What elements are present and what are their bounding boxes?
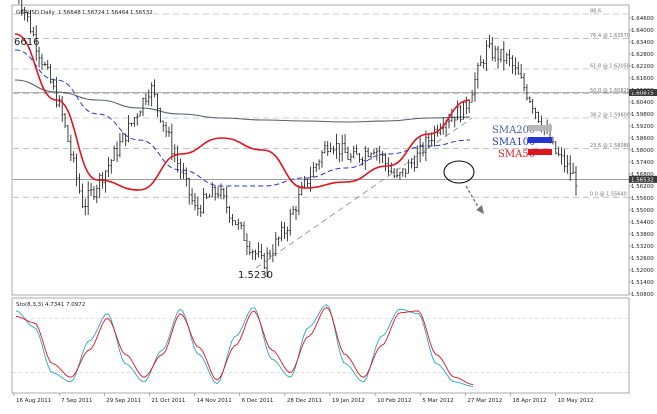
date-tick-label: 10 May 2012 bbox=[558, 398, 594, 404]
legend-sma50-label: SMA50 bbox=[498, 149, 535, 160]
ohlc-value: 1.56532 bbox=[130, 10, 153, 16]
price-tick-label: 1.62800 bbox=[631, 52, 654, 58]
sma100-line bbox=[14, 49, 471, 187]
date-tick-label: 19 Jan 2012 bbox=[332, 398, 365, 404]
fib-label: 23.6 @ 1.58080 bbox=[590, 143, 630, 149]
price-axis: 1.64600 1.64000 1.63400 1.62800 1.62200 1.616… bbox=[629, 16, 654, 298]
price-tick-label: 1.57400 bbox=[631, 160, 654, 166]
ohlc-value: 1.56648 bbox=[58, 10, 81, 16]
price-tick-label: 1.58600 bbox=[631, 136, 654, 142]
date-tick-label: 27 Mar 2012 bbox=[467, 398, 502, 404]
ohlc-value: 1.56724 bbox=[82, 10, 105, 16]
fib-label: 50.0 @ 1.60820 bbox=[590, 88, 630, 94]
date-tick-label: 16 Aug 2011 bbox=[16, 398, 51, 404]
trendline bbox=[255, 117, 473, 269]
legend-sma200-swatch bbox=[528, 125, 552, 131]
fibonacci-levels: 88.6 76.4 @ 1.63570 61.8 @ 1.62050 50.0 @ 1… bbox=[13, 9, 657, 198]
stochastic-main-line bbox=[15, 304, 474, 387]
price-marker-label: 1.60875 bbox=[631, 91, 654, 97]
date-tick-label: 28 Dec 2011 bbox=[287, 398, 322, 404]
price-tick-label: 1.53200 bbox=[631, 244, 654, 250]
low-annotation: 1.5230 bbox=[238, 270, 273, 281]
fib-label: 38.2 @ 1.59600 bbox=[590, 113, 630, 119]
moving-averages bbox=[14, 33, 471, 191]
fib-label: 76.4 @ 1.63570 bbox=[590, 33, 630, 39]
date-tick-label: 10 Feb 2012 bbox=[377, 398, 411, 404]
price-tick-label: 1.54400 bbox=[631, 220, 654, 226]
projection-arrow bbox=[465, 185, 481, 211]
legend-sma200-label: SMA200 bbox=[492, 125, 535, 136]
price-tick-label: 1.52600 bbox=[631, 256, 654, 262]
price-tick-label: 1.64000 bbox=[631, 28, 654, 34]
date-axis: 16 Aug 2011 7 Sep 2011 29 Sep 2011 21 Oct 2… bbox=[13, 393, 594, 404]
highlight-ellipse bbox=[443, 160, 475, 184]
high-annotation: 6616 bbox=[14, 37, 39, 48]
legend: SMA200 SMA100 SMA50 bbox=[492, 125, 552, 160]
price-tick-label: 1.50800 bbox=[631, 292, 654, 298]
price-marker-label: 1.56532 bbox=[631, 177, 654, 183]
legend-sma100-label: SMA100 bbox=[492, 137, 535, 148]
stochastic-oscillator bbox=[13, 304, 629, 387]
price-tick-label: 1.59800 bbox=[631, 112, 654, 118]
price-tick-label: 1.58000 bbox=[631, 148, 654, 154]
price-tick-label: 1.59200 bbox=[631, 124, 654, 130]
fib-label: 88.6 bbox=[590, 9, 601, 15]
stochastic-signal-line bbox=[15, 306, 474, 386]
chart-annotations bbox=[255, 117, 484, 269]
price-tick-label: 1.60400 bbox=[631, 100, 654, 106]
price-tick-label: 1.61600 bbox=[631, 76, 654, 82]
price-tick-label: 1.64600 bbox=[631, 16, 654, 22]
fib-label: 61.8 @ 1.62050 bbox=[590, 64, 630, 70]
price-tick-label: 1.63400 bbox=[631, 40, 654, 46]
price-tick-label: 1.51400 bbox=[631, 280, 654, 286]
price-tick-label: 1.55000 bbox=[631, 208, 654, 214]
sma200-line bbox=[14, 79, 471, 123]
price-bars bbox=[18, 0, 578, 278]
arrow-head bbox=[476, 205, 484, 214]
price-tick-label: 1.52000 bbox=[631, 268, 654, 274]
price-tick-label: 1.62200 bbox=[631, 64, 654, 70]
date-tick-label: 18 Apr 2012 bbox=[513, 398, 547, 404]
price-tick-label: 1.53800 bbox=[631, 232, 654, 238]
fib-label: 0.0 @ 1.55640 bbox=[590, 192, 627, 198]
legend-sma50-swatch bbox=[528, 149, 552, 155]
date-tick-label: 7 Sep 2011 bbox=[61, 398, 92, 404]
ohlc-readout: 1.56648 1.56724 1.56464 1.56532 bbox=[58, 10, 153, 16]
date-tick-label: 5 Mar 2012 bbox=[422, 398, 453, 404]
oscillator-border bbox=[11, 297, 630, 394]
ohlc-value: 1.56464 bbox=[106, 10, 129, 16]
date-tick-label: 6 Dec 2011 bbox=[242, 398, 274, 404]
date-tick-label: 29 Sep 2011 bbox=[106, 398, 141, 404]
price-tick-label: 1.56200 bbox=[631, 184, 654, 190]
date-tick-label: 14 Nov 2011 bbox=[197, 398, 232, 404]
price-marker bbox=[629, 175, 657, 183]
price-marker bbox=[629, 89, 657, 96]
price-tick-label: 1.56800 bbox=[631, 172, 654, 178]
date-tick-label: 21 Oct 2011 bbox=[151, 398, 185, 404]
legend-sma100-swatch bbox=[528, 137, 552, 143]
oscillator-title: Sto(8,3,3) 4.7341 7.0972 bbox=[16, 302, 85, 308]
price-tick-label: 1.61000 bbox=[631, 88, 654, 94]
chart-title: GBPUSD,Daily bbox=[16, 10, 56, 16]
sma50-line bbox=[14, 33, 471, 191]
price-tick-label: 1.55600 bbox=[631, 196, 654, 202]
